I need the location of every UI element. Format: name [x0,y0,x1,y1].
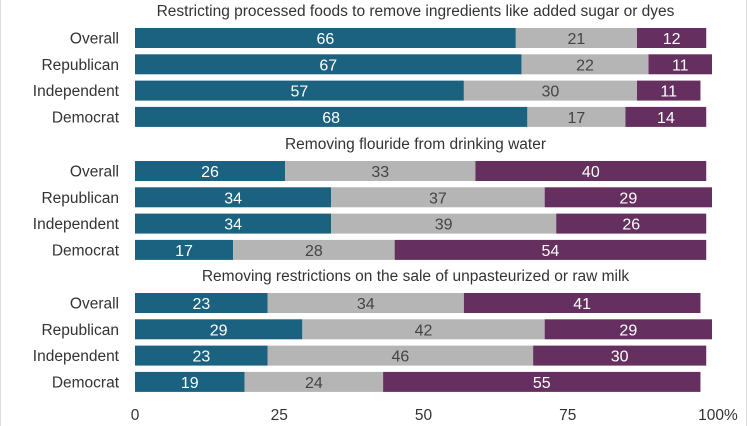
value-label: 23 [192,349,210,366]
value-label: 29 [619,322,637,339]
value-label: 19 [181,375,199,392]
value-label: 29 [619,190,637,207]
bar-segment [521,54,649,75]
bar-segment [544,187,712,208]
bar-segment [135,106,528,127]
x-tick-label: 25 [271,407,288,424]
value-label: 68 [322,110,340,127]
bar-segment [463,80,637,101]
bar-segment [515,28,637,48]
value-label: 23 [192,296,210,313]
bar-segment [625,106,707,127]
bar-segment [135,239,234,260]
value-label: 66 [317,31,335,48]
category-label: Independent [33,348,120,365]
bar-segment [636,28,707,48]
value-label: 40 [582,164,600,181]
value-label: 17 [175,243,193,260]
category-label: Republican [41,322,119,339]
category-label: Overall [70,296,119,313]
x-tick-label: 100% [698,407,738,424]
category-label: Democrat [52,242,120,259]
x-tick-label: 75 [559,407,576,424]
category-label: Overall [70,31,119,48]
bar-segment [527,106,626,127]
category-label: Republican [41,57,119,74]
value-label: 34 [357,296,375,313]
value-label: 54 [542,243,560,260]
value-label: 30 [542,84,560,101]
bar-segment [233,239,395,260]
category-label: Republican [41,190,119,207]
bar-segment [267,345,534,366]
bar-segment [648,54,712,75]
value-label: 33 [371,164,389,181]
bar-segment [135,345,268,366]
bar-segment [533,345,707,366]
bar-segment [544,319,712,340]
bar-segment [135,161,286,181]
value-label: 21 [568,31,586,48]
value-label: 11 [660,84,677,101]
bar-segment [475,161,707,181]
bar-segment [463,293,701,313]
panel-title: Removing flouride from drinking water [285,136,546,153]
bar-segment [331,187,545,208]
value-label: 42 [415,322,433,339]
bar-segment [383,371,701,392]
bar-segment [302,319,545,340]
bar-segment [135,213,332,234]
value-label: 26 [622,217,640,234]
value-label: 24 [305,375,323,392]
bar-segment [135,319,303,340]
value-label: 14 [657,110,675,127]
panel-title: Removing restrictions on the sale of unp… [202,268,630,285]
value-label: 28 [305,243,323,260]
value-label: 34 [224,217,242,234]
bar-segment [556,213,707,234]
bar-segment [135,187,332,208]
value-label: 39 [435,217,453,234]
category-label: Democrat [52,374,120,391]
bar-segment [135,371,245,392]
value-label: 37 [429,190,447,207]
bar-segment [135,293,268,313]
category-label: Independent [33,83,120,100]
x-tick-label: 50 [415,407,433,424]
bar-segment [331,213,557,234]
category-label: Independent [33,216,120,233]
value-label: 26 [201,164,219,181]
bar-segment [135,28,516,48]
value-label: 41 [573,296,591,313]
value-label: 12 [663,31,681,48]
value-label: 11 [672,57,689,74]
value-label: 57 [291,84,309,101]
bar-segment [135,80,464,101]
left-edge-line [0,0,1,426]
value-label: 46 [392,349,410,366]
value-label: 30 [611,349,629,366]
bar-segment [636,80,701,101]
value-label: 55 [533,375,551,392]
bar-segment [285,161,476,181]
bar-segment [267,293,464,313]
panel-title: Restricting processed foods to remove in… [157,3,675,20]
value-label: 17 [568,110,586,127]
x-tick-label: 0 [131,407,140,424]
bar-segment [244,371,384,392]
bar-segment [394,239,707,260]
category-label: Overall [70,164,119,181]
value-label: 34 [224,190,242,207]
value-label: 22 [576,57,594,74]
category-label: Democrat [52,109,120,126]
bar-segment [135,54,522,75]
value-label: 29 [210,322,228,339]
value-label: 67 [319,57,337,74]
